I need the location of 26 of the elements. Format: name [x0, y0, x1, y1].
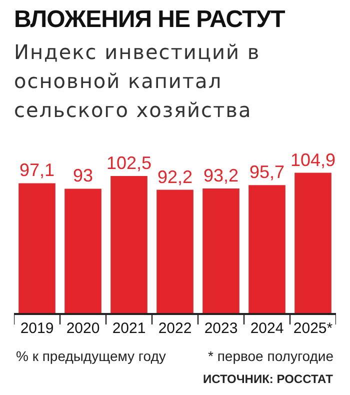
data-label: 92,2	[157, 166, 193, 187]
x-tick-label: 2024	[250, 320, 284, 337]
bar	[248, 185, 286, 313]
x-tick-label: 2020	[66, 320, 100, 337]
data-label: 93,2	[203, 165, 239, 186]
text: ИСТОЧНИК: РОССТАТ	[203, 372, 334, 386]
x-tick-label: 2019	[20, 320, 54, 337]
bar	[64, 188, 102, 313]
bar	[110, 176, 148, 313]
data-label: 104,9	[290, 150, 336, 170]
bar	[156, 190, 194, 313]
bar	[18, 183, 56, 313]
data-label: 97,1	[19, 160, 55, 180]
x-tick-label: 2021	[112, 320, 146, 337]
data-label: 102,5	[106, 153, 152, 174]
x-tick-label: 2025*	[293, 320, 333, 337]
chart-title: ВЛОЖЕНИЯ НЕ РАСТУТ	[14, 6, 285, 34]
x-tick-label: 2023	[204, 320, 238, 337]
bar	[294, 172, 332, 313]
text: * первое полугодие	[208, 348, 334, 364]
data-label: 93	[72, 166, 94, 186]
chart-subtitle: Индекс инвестиций в основной капитал сельского хозяйства	[14, 39, 262, 124]
data-label: 95,7	[249, 162, 285, 182]
text: % к предыдущему году	[16, 348, 166, 364]
bar	[202, 188, 240, 313]
x-tick-label: 2022	[158, 320, 192, 337]
